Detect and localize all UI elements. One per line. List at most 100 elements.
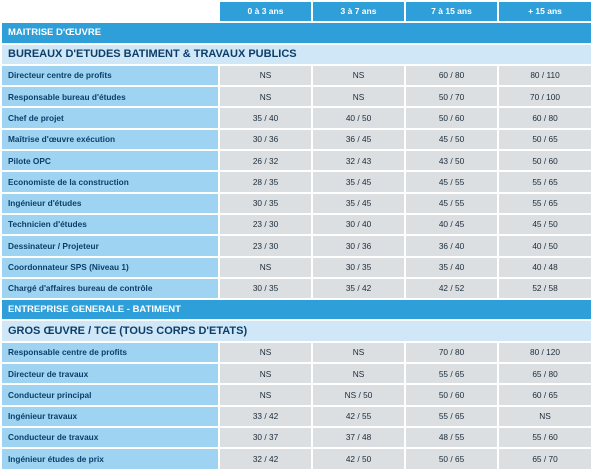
value-cell: 50 / 70 xyxy=(406,87,497,107)
value-cell: 45 / 50 xyxy=(499,214,591,235)
value-cell: 42 / 55 xyxy=(313,406,404,426)
table-row: Responsable bureau d'études NS NS 50 / 70 70… xyxy=(2,87,591,107)
subsection-title: BUREAUX D'ETUDES BATIMENT & TRAVAUX PUBL… xyxy=(2,44,591,64)
table-row: Chargé d'affaires bureau de contrôle 30 /… xyxy=(2,278,591,299)
table-body: MAITRISE D'ŒUVRE BUREAUX D'ETUDES BATIMEN… xyxy=(2,23,591,469)
subsection-header-row: GROS ŒUVRE / TCE (TOUS CORPS D'ETATS) xyxy=(2,321,591,341)
value-cell: NS xyxy=(220,364,311,384)
subsection-title: GROS ŒUVRE / TCE (TOUS CORPS D'ETATS) xyxy=(2,321,591,341)
value-cell: 65 / 70 xyxy=(499,449,591,469)
table-row: Dessinateur / Projeteur 23 / 30 30 / 36 36 … xyxy=(2,236,591,256)
table-row: Responsable centre de profits NS NS 70 / 80… xyxy=(2,342,591,363)
value-cell: 52 / 58 xyxy=(499,278,591,299)
row-label: Maîtrise d'œuvre exécution xyxy=(2,129,218,150)
value-cell: 36 / 40 xyxy=(406,236,497,256)
table-row: Ingénieur travaux 33 / 42 42 / 55 55 / 65 NS xyxy=(2,406,591,426)
value-cell: 35 / 40 xyxy=(406,257,497,277)
value-cell: 32 / 42 xyxy=(220,449,311,469)
row-label: Conducteur de travaux xyxy=(2,427,218,448)
value-cell: 55 / 65 xyxy=(406,364,497,384)
column-header: + 15 ans xyxy=(499,2,591,22)
section-header-row: ENTREPRISE GENERALE - BATIMENT xyxy=(2,300,591,320)
value-cell: NS xyxy=(220,87,311,107)
value-cell: 36 / 45 xyxy=(313,129,404,150)
row-label: Ingénieur travaux xyxy=(2,406,218,426)
value-cell: 35 / 42 xyxy=(313,278,404,299)
table-row: Ingénieur études de prix 32 / 42 42 / 50 50… xyxy=(2,449,591,469)
column-header: 3 à 7 ans xyxy=(313,2,404,22)
column-header: 7 à 15 ans xyxy=(406,2,497,22)
value-cell: 42 / 52 xyxy=(406,278,497,299)
value-cell: 80 / 120 xyxy=(499,342,591,363)
table-row: Directeur de travaux NS NS 55 / 65 65 / 80 xyxy=(2,364,591,384)
row-label: Economiste de la construction xyxy=(2,172,218,192)
value-cell: 50 / 60 xyxy=(406,385,497,405)
value-cell: 30 / 35 xyxy=(313,257,404,277)
row-label: Responsable bureau d'études xyxy=(2,87,218,107)
value-cell: 50 / 65 xyxy=(406,449,497,469)
table-row: Coordonnateur SPS (Niveau 1) NS 30 / 35 35 … xyxy=(2,257,591,277)
table-row: Technicien d'études 23 / 30 30 / 40 40 / 45… xyxy=(2,214,591,235)
value-cell: NS xyxy=(220,65,311,86)
value-cell: 32 / 43 xyxy=(313,151,404,171)
value-cell: 55 / 65 xyxy=(499,193,591,213)
value-cell: NS xyxy=(313,364,404,384)
value-cell: 23 / 30 xyxy=(220,236,311,256)
value-cell: 30 / 36 xyxy=(220,129,311,150)
value-cell: 60 / 80 xyxy=(406,65,497,86)
value-cell: 35 / 45 xyxy=(313,172,404,192)
value-cell: NS / 50 xyxy=(313,385,404,405)
section-title: ENTREPRISE GENERALE - BATIMENT xyxy=(2,300,591,320)
value-cell: 50 / 60 xyxy=(406,108,497,128)
table-row: Maîtrise d'œuvre exécution 30 / 36 36 / 45… xyxy=(2,129,591,150)
subsection-header-row: BUREAUX D'ETUDES BATIMENT & TRAVAUX PUBL… xyxy=(2,44,591,64)
value-cell: 30 / 35 xyxy=(220,193,311,213)
value-cell: NS xyxy=(220,342,311,363)
table-row: Chef de projet 35 / 40 40 / 50 50 / 60 60 / … xyxy=(2,108,591,128)
value-cell: 45 / 55 xyxy=(406,172,497,192)
table-row: Conducteur principal NS NS / 50 50 / 60 60 /… xyxy=(2,385,591,405)
value-cell: 70 / 100 xyxy=(499,87,591,107)
value-cell: 70 / 80 xyxy=(406,342,497,363)
value-cell: 65 / 80 xyxy=(499,364,591,384)
value-cell: 33 / 42 xyxy=(220,406,311,426)
row-label: Directeur centre de profits xyxy=(2,65,218,86)
value-cell: NS xyxy=(313,87,404,107)
value-cell: NS xyxy=(220,385,311,405)
row-label: Pilote OPC xyxy=(2,151,218,171)
value-cell: 40 / 48 xyxy=(499,257,591,277)
value-cell: 23 / 30 xyxy=(220,214,311,235)
row-label: Chef de projet xyxy=(2,108,218,128)
row-label: Ingénieur d'études xyxy=(2,193,218,213)
value-cell: 26 / 32 xyxy=(220,151,311,171)
value-cell: NS xyxy=(313,65,404,86)
value-cell: 30 / 40 xyxy=(313,214,404,235)
column-header-row: 0 à 3 ans 3 à 7 ans 7 à 15 ans + 15 ans xyxy=(2,2,591,22)
row-label: Chargé d'affaires bureau de contrôle xyxy=(2,278,218,299)
value-cell: 37 / 48 xyxy=(313,427,404,448)
value-cell: NS xyxy=(313,342,404,363)
value-cell: 30 / 37 xyxy=(220,427,311,448)
value-cell: 45 / 50 xyxy=(406,129,497,150)
row-label: Directeur de travaux xyxy=(2,364,218,384)
value-cell: 42 / 50 xyxy=(313,449,404,469)
value-cell: 55 / 60 xyxy=(499,427,591,448)
value-cell: NS xyxy=(499,406,591,426)
table-row: Economiste de la construction 28 / 35 35 /… xyxy=(2,172,591,192)
value-cell: 48 / 55 xyxy=(406,427,497,448)
section-title: MAITRISE D'ŒUVRE xyxy=(2,23,591,43)
section-header-row: MAITRISE D'ŒUVRE xyxy=(2,23,591,43)
table-row: Conducteur de travaux 30 / 37 37 / 48 48 / … xyxy=(2,427,591,448)
value-cell: 40 / 50 xyxy=(499,236,591,256)
value-cell: 35 / 40 xyxy=(220,108,311,128)
table-row: Ingénieur d'études 30 / 35 35 / 45 45 / 55 5… xyxy=(2,193,591,213)
row-label: Technicien d'études xyxy=(2,214,218,235)
table-row: Directeur centre de profits NS NS 60 / 80 80… xyxy=(2,65,591,86)
table-row: Pilote OPC 26 / 32 32 / 43 43 / 50 50 / 60 xyxy=(2,151,591,171)
value-cell: 43 / 50 xyxy=(406,151,497,171)
value-cell: 40 / 50 xyxy=(313,108,404,128)
value-cell: 55 / 65 xyxy=(406,406,497,426)
row-label: Dessinateur / Projeteur xyxy=(2,236,218,256)
value-cell: NS xyxy=(220,257,311,277)
